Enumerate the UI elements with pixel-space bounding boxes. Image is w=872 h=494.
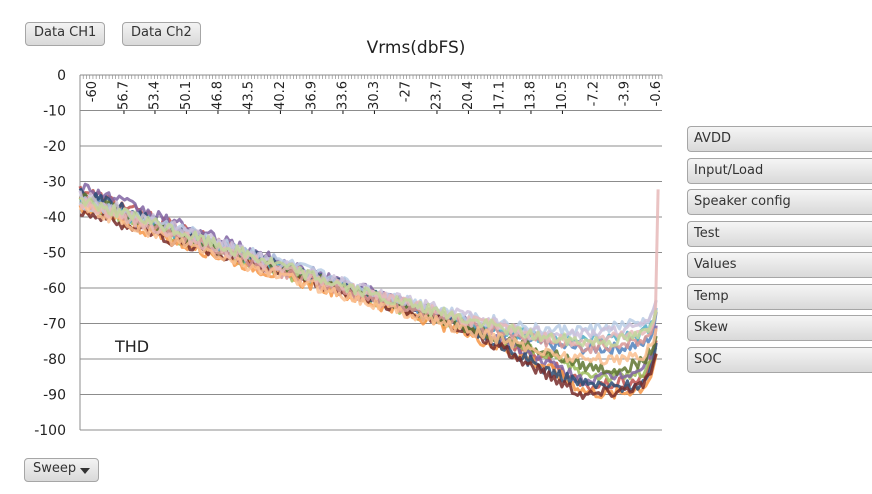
x-tick-label: -30.3 — [367, 81, 382, 115]
y-tick-label: -30 — [43, 175, 66, 191]
y-tick-label: -60 — [43, 281, 66, 297]
x-tick-label: -40.2 — [273, 81, 288, 115]
x-tick-label: -50.1 — [179, 81, 194, 115]
y-tick-label: -100 — [34, 423, 66, 439]
x-tick-label: -46.8 — [210, 81, 225, 115]
x-tick-label: -17.1 — [492, 81, 507, 115]
side-button-temp[interactable]: Temp — [687, 283, 872, 310]
side-button-skew[interactable]: Skew — [687, 315, 872, 341]
x-tick-label: -3.9 — [618, 81, 633, 106]
series-line — [79, 182, 658, 386]
x-tick-label: -60 — [85, 81, 100, 102]
x-tick-label: -36.9 — [304, 81, 319, 115]
sweep-label: Sweep — [33, 461, 77, 476]
side-button-avdd[interactable]: AVDD — [687, 126, 872, 152]
x-tick-label: -33.6 — [336, 81, 351, 115]
chart-title: Vrms(dbFS) — [367, 38, 466, 58]
series-line — [79, 195, 658, 355]
side-button-values[interactable]: Values — [687, 252, 872, 278]
x-tick-label: -7.2 — [586, 81, 601, 106]
x-tick-label: -43.5 — [242, 81, 257, 115]
x-tick-label: -27 — [398, 81, 413, 102]
y-tick-label: -50 — [43, 246, 66, 262]
x-tick-label: -13.8 — [524, 81, 539, 115]
x-tick-label: -20.4 — [461, 81, 476, 115]
x-tick-label: -53.4 — [148, 81, 163, 115]
data-ch1-button[interactable]: Data CH1 — [25, 22, 106, 46]
thd-chart: Vrms(dbFS) 0 -10 -20 -30 -40 -50 -60 -70 -80 -90 -… — [34, 38, 664, 439]
x-tick-label: -56.7 — [116, 81, 131, 115]
thd-annotation: THD — [114, 337, 149, 356]
x-tick-label: -10.5 — [555, 81, 570, 115]
side-button-test[interactable]: Test — [687, 220, 872, 247]
series-line — [78, 190, 658, 340]
series-line — [79, 196, 658, 348]
side-button-soc[interactable]: SOC — [687, 346, 872, 373]
y-tick-label: -10 — [43, 104, 66, 120]
x-tick-label: -0.6 — [649, 81, 664, 106]
y-tick-label: -70 — [43, 317, 66, 333]
side-button-input-load[interactable]: Input/Load — [687, 157, 872, 184]
y-tick-label: -80 — [43, 352, 66, 368]
y-tick-label: -20 — [43, 139, 66, 155]
side-button-panel: AVDD Input/Load Speaker config Test Values Te… — [687, 126, 872, 378]
chevron-down-icon — [80, 468, 91, 474]
side-button-speaker-config[interactable]: Speaker config — [687, 189, 872, 215]
y-tick-label: -90 — [43, 388, 66, 404]
y-tick-label: 0 — [57, 68, 66, 84]
sweep-dropdown[interactable]: Sweep — [24, 458, 100, 482]
series-line — [78, 200, 658, 337]
series-line — [78, 203, 658, 366]
x-tick-label: -23.7 — [430, 81, 445, 115]
y-tick-label: -40 — [43, 210, 66, 226]
series-line — [78, 189, 660, 348]
data-ch2-button[interactable]: Data Ch2 — [122, 22, 201, 46]
